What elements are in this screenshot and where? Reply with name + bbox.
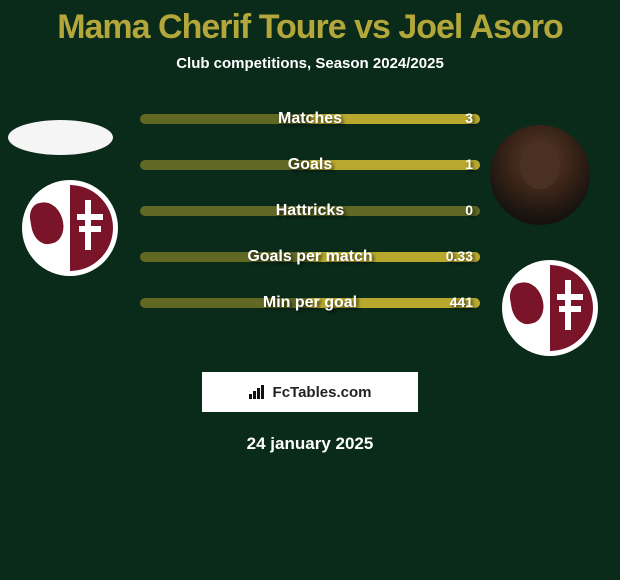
comparison-date: 24 january 2025 (0, 434, 620, 454)
stat-label: Goals per match (0, 248, 620, 266)
brand-chart-icon (249, 385, 267, 399)
stat-row: Goals per match0.33 (0, 240, 620, 274)
stat-label: Hattricks (0, 202, 620, 220)
stat-value-right: 1 (465, 156, 473, 172)
stat-row: Goals1 (0, 148, 620, 182)
stat-value-right: 441 (450, 294, 473, 310)
comparison-card: Mama Cherif Toure vs Joel Asoro Club com… (0, 0, 620, 580)
stat-row: Matches3 (0, 102, 620, 136)
brand-text: FcTables.com (273, 384, 372, 401)
stat-value-right: 3 (465, 110, 473, 126)
stat-row: Min per goal441 (0, 286, 620, 320)
comparison-title: Mama Cherif Toure vs Joel Asoro (0, 0, 620, 47)
comparison-subtitle: Club competitions, Season 2024/2025 (0, 55, 620, 72)
stat-value-right: 0 (465, 202, 473, 218)
stat-label: Goals (0, 156, 620, 174)
stat-row: Hattricks0 (0, 194, 620, 228)
stats-area: Matches3Goals1Hattricks0Goals per match0… (0, 102, 620, 362)
brand-link[interactable]: FcTables.com (202, 372, 418, 412)
stat-value-right: 0.33 (446, 248, 473, 264)
stat-label: Min per goal (0, 294, 620, 312)
stat-label: Matches (0, 110, 620, 128)
